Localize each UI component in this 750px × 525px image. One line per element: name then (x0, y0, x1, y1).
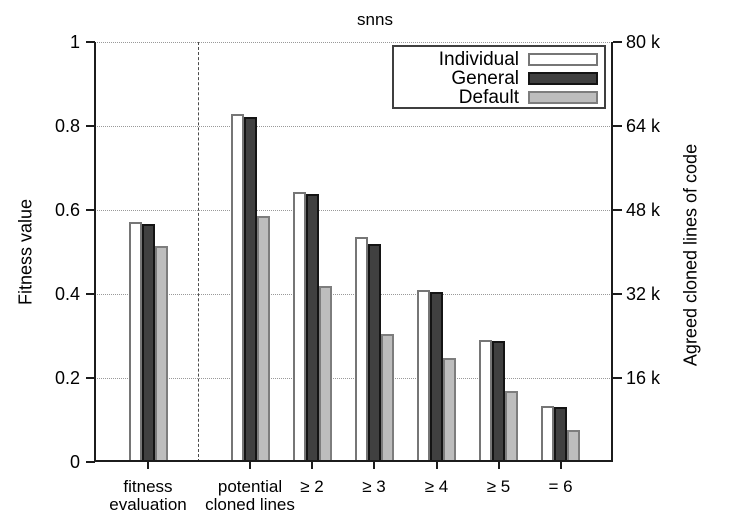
x-axis-category-label-line: ≥ 5 (486, 477, 511, 496)
gridline (95, 293, 612, 295)
y-axis-tick-label-left: 0.4 (54, 284, 80, 304)
x-axis-category-label: = 6 (491, 478, 631, 496)
individual-bar (417, 290, 430, 462)
legend-item-label: Default (458, 87, 519, 108)
individual-bar (354, 237, 368, 462)
x-axis-category-label-line: ≥ 2 (300, 477, 324, 496)
general-bar (492, 341, 505, 462)
y-axis-line-right (611, 42, 613, 462)
y-axis-tick-label-left: 0.2 (54, 368, 80, 388)
y-axis-tick-label-left: 1 (69, 32, 80, 52)
gridline (95, 125, 612, 127)
x-axis-category-label: ≥ 2 (242, 478, 382, 496)
legend-item: Default (394, 88, 598, 107)
legend: Individual General Default (392, 45, 606, 109)
gridline (95, 209, 612, 211)
general-bar (430, 292, 443, 462)
gridline (95, 41, 612, 43)
default-bar (256, 216, 270, 462)
y-axis-tick-left (86, 461, 95, 463)
default-bar (380, 334, 394, 462)
y-axis-tick-label-left: 0.6 (54, 200, 80, 220)
individual-bar (230, 114, 244, 462)
x-axis-category-label: potential cloned lines (180, 478, 320, 514)
x-axis-category-label-line: = 6 (548, 477, 573, 496)
y-axis-label-right: Agreed cloned lines of code (680, 143, 701, 367)
default-legend-swatch (528, 91, 598, 104)
legend-item: Individual (394, 50, 598, 69)
x-axis-category-label-line: evaluation (109, 495, 187, 514)
y-axis-tick-label-right: 80 k (626, 32, 661, 52)
y-axis-tick-left (86, 293, 95, 295)
individual-bar (292, 192, 306, 462)
legend-item-label: General (451, 68, 519, 89)
x-axis-tick (435, 462, 438, 469)
default-bar (505, 391, 518, 462)
x-axis-category-label-line: potential (217, 477, 283, 496)
x-axis-line (94, 460, 613, 462)
x-axis-category-label-line: cloned lines (205, 495, 295, 514)
general-bar (305, 194, 319, 462)
x-axis-category-label-line: ≥ 3 (362, 477, 386, 496)
y-axis-tick-label-left: 0.8 (54, 116, 80, 136)
y-axis-tick-label-right: 64 k (626, 116, 661, 136)
individual-legend-swatch (528, 53, 598, 66)
legend-item: General (394, 69, 598, 88)
y-axis-tick-label-right: 16 k (626, 368, 661, 388)
general-bar (141, 224, 155, 462)
general-bar (367, 244, 381, 462)
y-axis-tick-right (613, 209, 622, 211)
x-axis-tick (559, 462, 562, 469)
x-axis-tick (249, 462, 251, 469)
y-axis-tick-left (86, 125, 95, 127)
x-axis-category-label-line: ≥ 4 (424, 477, 449, 496)
general-bar (243, 117, 257, 462)
y-axis-tick-right (613, 125, 622, 127)
x-axis-category-label: ≥ 5 (429, 478, 569, 496)
default-bar (567, 430, 580, 462)
y-axis-tick-label-right: 32 k (626, 284, 661, 304)
y-axis-tick-label-left: 0 (69, 452, 80, 472)
plot-area (95, 41, 612, 462)
y-axis-tick-right (613, 377, 622, 379)
x-axis-tick (373, 462, 375, 469)
default-bar (443, 358, 456, 462)
y-axis-tick-right (613, 293, 622, 295)
x-axis-category-label-line: fitness (123, 477, 173, 496)
individual-bar (128, 222, 142, 462)
x-axis-category-label: ≥ 3 (304, 478, 444, 496)
general-legend-swatch (528, 72, 598, 85)
y-axis-tick-left (86, 41, 95, 43)
y-axis-line-left (94, 42, 96, 462)
general-bar (554, 407, 567, 462)
chart-title: snns (357, 10, 393, 29)
y-axis-tick-label-right: 48 k (626, 200, 661, 220)
separator-line (198, 42, 199, 462)
y-axis-tick-right (613, 41, 622, 43)
default-bar (318, 286, 332, 462)
gridline (95, 377, 612, 379)
default-bar (154, 246, 168, 462)
individual-bar (541, 406, 554, 462)
y-axis-tick-left (86, 377, 95, 379)
x-axis-category-label: fitness evaluation (78, 478, 218, 514)
legend-item-label: Individual (438, 49, 519, 70)
individual-bar (479, 340, 492, 462)
x-axis-tick (497, 462, 500, 469)
x-axis-category-label: ≥ 4 (367, 478, 507, 496)
x-axis-tick (311, 462, 313, 469)
x-axis-tick (147, 462, 149, 469)
y-axis-tick-left (86, 209, 95, 211)
